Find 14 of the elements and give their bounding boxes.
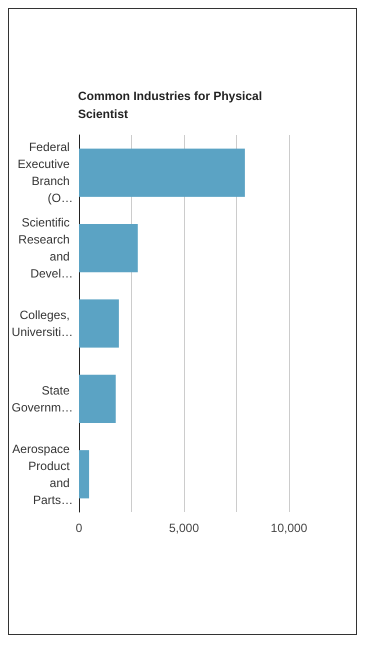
y-tick-label: Scientific Research and Devel… <box>18 216 73 281</box>
x-tick-label: 10,000 <box>270 521 308 535</box>
y-tick-label: Colleges, Universiti… <box>12 308 73 339</box>
x-tick-label: 0 <box>76 521 83 535</box>
bar <box>79 299 119 348</box>
x-tick-label: 5,000 <box>168 521 200 535</box>
bar <box>79 148 245 197</box>
chart-title: Common Industries for Physical Scientist <box>78 89 266 121</box>
bar <box>79 450 90 498</box>
bar <box>79 224 138 272</box>
y-tick-label: Aerospace Product and Parts… <box>12 442 73 507</box>
bar <box>79 374 116 424</box>
y-tick-label: Federal Executive Branch (O… <box>18 140 73 206</box>
y-tick-label: State Governm… <box>12 383 73 414</box>
